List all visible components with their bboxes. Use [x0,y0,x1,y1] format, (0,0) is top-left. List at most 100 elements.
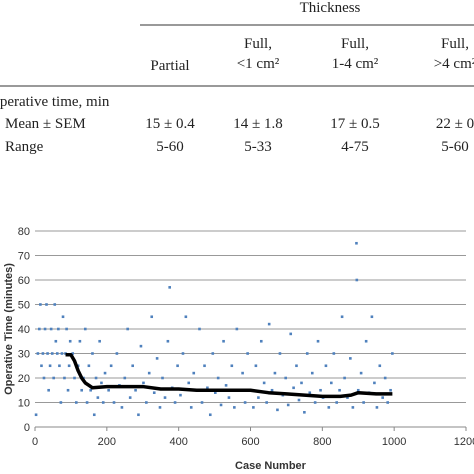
y-tick-label: 70 [18,251,30,263]
x-tick-label: 400 [169,436,187,448]
point [166,339,170,343]
point [364,339,368,343]
point [57,327,60,331]
point [189,406,193,409]
point [91,352,94,355]
point [340,315,344,319]
point [235,327,239,331]
point [112,401,116,404]
point [330,381,333,385]
point [265,401,268,404]
point [58,364,61,368]
point [383,376,387,380]
column-header: <1 cm² [237,56,280,72]
point [92,413,96,417]
point [131,364,134,368]
point [386,401,390,404]
point [211,352,215,355]
point [257,396,260,399]
x-tick-label: 0 [32,436,38,448]
point [214,391,217,394]
point [94,376,98,380]
point [61,315,65,319]
point [59,401,63,404]
point [289,332,293,336]
point [173,401,177,404]
y-tick-label: 80 [18,226,30,238]
point [52,376,55,380]
column-header: Partial [150,58,189,74]
column-header: 1-4 cm² [332,56,379,72]
point [254,364,258,368]
y-tick-label: 40 [18,324,30,336]
point [355,278,359,282]
x-tick-label: 1000 [382,436,406,448]
spanner: Thickness [300,0,361,16]
point [49,327,53,331]
point [66,388,70,392]
point [179,393,182,397]
point [96,396,100,399]
point [370,315,374,319]
column-header: >4 cm² [434,56,474,72]
point [200,401,204,404]
point [259,339,263,343]
x-axis-label: Case Number [235,460,307,472]
point [67,364,71,368]
y-tick-label: 50 [18,300,30,312]
point [316,339,320,343]
point [227,396,231,399]
point [123,376,127,380]
point [319,388,322,392]
point [313,401,317,404]
point [219,403,223,407]
point [208,413,212,417]
point [375,406,379,409]
point [295,364,298,368]
cell: 17 ± 0.5 [330,116,379,132]
point [305,352,309,355]
point [75,401,78,404]
point [243,401,247,404]
point [203,364,206,368]
point [139,344,143,348]
y-tick-label: 0 [24,422,30,434]
point [145,401,148,404]
point [332,352,336,355]
point [391,352,394,355]
cell: 14 ± 1.8 [233,116,282,132]
cell: 5-60 [156,139,184,155]
point [103,371,107,375]
point [252,406,255,409]
point [42,376,46,380]
point [168,286,171,289]
point [262,381,266,385]
point [68,339,72,343]
point [142,381,145,385]
point [48,364,52,368]
point [83,327,87,331]
point [222,339,225,343]
point [286,403,290,407]
point [324,364,328,368]
point [308,391,312,394]
point [101,401,105,404]
point [87,364,91,368]
column-header: Full, [341,36,369,52]
point [63,376,66,380]
point [216,376,220,380]
point [161,376,164,380]
x-tick-label: 800 [313,436,331,448]
point [343,376,346,380]
point [137,413,140,417]
y-tick-label: 30 [18,349,30,361]
point [89,388,92,392]
point [373,381,376,385]
y-tick-label: 20 [18,373,30,385]
point [297,398,301,402]
point [150,315,154,319]
column-header: Full, [441,36,469,52]
point [198,327,201,331]
point [134,388,137,392]
point [36,352,40,355]
